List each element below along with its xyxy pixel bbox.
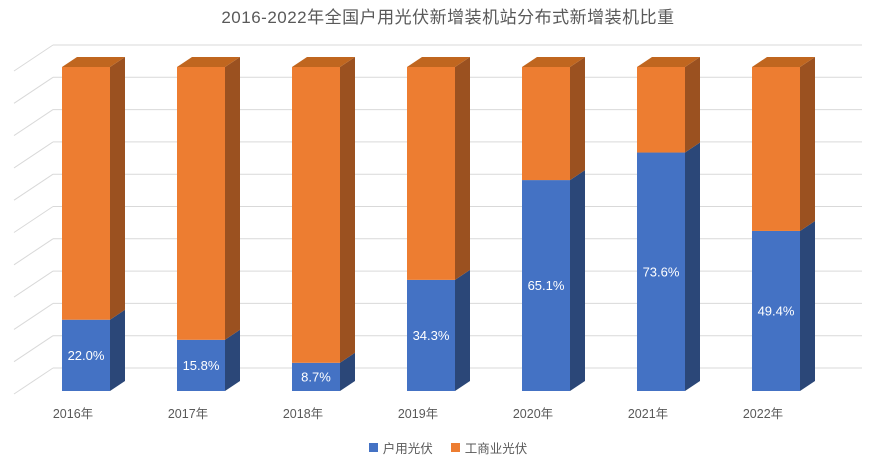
x-axis-label: 2022年	[743, 407, 783, 421]
bar-segment-top-commercial	[177, 57, 240, 67]
bar-segment-side-household	[110, 309, 125, 391]
bar-data-label: 15.8%	[183, 358, 220, 373]
bar-segment-front-household	[752, 230, 800, 391]
bar-segment-side-household	[340, 352, 355, 391]
bar-segment-front-household	[522, 180, 570, 391]
chart-legend: 户用光伏 工商业光伏	[0, 438, 896, 457]
legend-label-household: 户用光伏	[382, 442, 433, 456]
bar-segment-side-commercial	[685, 57, 700, 153]
gridline-side-wall	[13, 302, 54, 330]
bar-data-label: 34.3%	[413, 328, 450, 343]
legend-swatch-commercial-icon	[450, 443, 460, 452]
bar-data-label: 8.7%	[301, 369, 331, 384]
bar-segment-front-commercial	[637, 67, 685, 153]
bar-segment-top-commercial	[752, 57, 815, 67]
x-axis-label: 2016年	[53, 407, 93, 421]
gridline-side-wall	[13, 109, 54, 137]
bar-segment-front-commercial	[62, 67, 110, 320]
x-axis-label: 2019年	[398, 407, 438, 421]
x-axis-label: 2017年	[168, 407, 208, 421]
legend-label-commercial: 工商业光伏	[464, 442, 528, 456]
bar-segment-side-household	[685, 142, 700, 391]
bar-data-label: 73.6%	[643, 264, 680, 279]
legend-item-household: 户用光伏	[368, 438, 433, 457]
bar-segment-front-commercial	[292, 67, 340, 363]
bar-segment-front-commercial	[407, 67, 455, 280]
bar-segment-side-commercial	[110, 57, 125, 320]
legend-item-commercial: 工商业光伏	[450, 438, 528, 457]
bar-segment-front-commercial	[522, 67, 570, 181]
chart-title: 2016-2022年全国户用光伏新增装机站分布式新增装机比重	[221, 8, 675, 27]
gridline-side-wall	[13, 238, 54, 266]
gridline-side-wall	[13, 270, 54, 298]
bar-segment-front-household	[177, 339, 225, 391]
bar-segment-side-commercial	[225, 57, 240, 340]
bar-data-label: 49.4%	[758, 303, 795, 318]
bar-segment-side-commercial	[340, 57, 355, 363]
x-axis-label: 2020年	[513, 407, 553, 421]
bar-segment-side-household	[800, 220, 815, 391]
legend-swatch-household-icon	[368, 443, 378, 452]
gridline-side-wall	[13, 44, 54, 72]
gridline-side-wall	[13, 173, 54, 201]
bar-segment-top-commercial	[407, 57, 470, 67]
bar-segment-side-household	[570, 170, 585, 391]
gridline-side-wall	[13, 76, 54, 104]
gridline-side-wall	[13, 335, 54, 363]
gridline-side-wall	[13, 141, 54, 169]
bar-segment-top-commercial	[522, 57, 585, 67]
bar-segment-front-household	[62, 319, 110, 391]
bar-segment-top-commercial	[292, 57, 355, 67]
x-axis-label: 2021年	[628, 407, 668, 421]
bar-segment-side-household	[455, 269, 470, 391]
bar-data-label: 22.0%	[68, 348, 105, 363]
bar-segment-front-commercial	[177, 67, 225, 340]
bar-segment-top-commercial	[637, 57, 700, 67]
bar-segment-side-commercial	[800, 57, 815, 231]
bar-segment-side-commercial	[570, 57, 585, 181]
bar-data-label: 65.1%	[528, 278, 565, 293]
gridline-side-wall	[13, 206, 54, 233]
bar-segment-side-household	[225, 329, 240, 391]
bar-segment-front-household	[637, 152, 685, 391]
bar-segment-front-household	[292, 362, 340, 391]
bar-segment-top-commercial	[62, 57, 125, 67]
bar-segment-front-household	[407, 279, 455, 391]
bar-segment-side-commercial	[455, 57, 470, 280]
x-axis-label: 2018年	[283, 407, 323, 421]
gridline-side-wall	[13, 367, 54, 395]
bar-segment-front-commercial	[752, 67, 800, 231]
